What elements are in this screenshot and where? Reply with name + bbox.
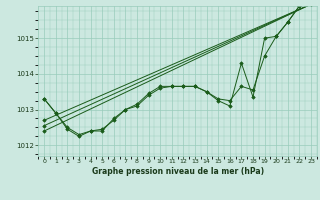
X-axis label: Graphe pression niveau de la mer (hPa): Graphe pression niveau de la mer (hPa) xyxy=(92,167,264,176)
